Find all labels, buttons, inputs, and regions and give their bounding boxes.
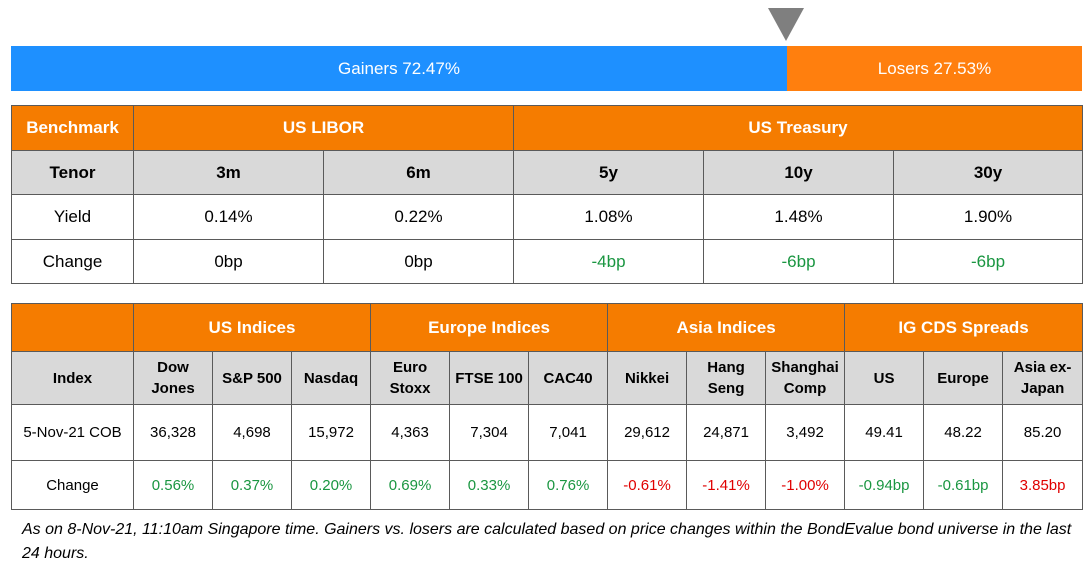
footnote: As on 8-Nov-21, 11:10am Singapore time. … <box>22 521 1072 562</box>
index-column-header: Euro Stoxx <box>370 351 451 405</box>
change-cell: -0.94bp <box>844 460 925 510</box>
asia-indices-header: Asia Indices <box>607 303 846 352</box>
change-cell: -0.61bp <box>923 460 1004 510</box>
change-cell: 0.76% <box>528 460 609 510</box>
ig-cds-spreads-header: IG CDS Spreads <box>844 303 1084 352</box>
change-cell: 0.33% <box>449 460 530 510</box>
benchmark-rates-table: Benchmark US LIBOR US Treasury Tenor 3m … <box>11 105 1084 284</box>
change-cell: -0.61% <box>607 460 688 510</box>
index-label: Index <box>11 351 134 405</box>
yield-cell: 1.08% <box>513 194 705 240</box>
value-cell: 29,612 <box>607 404 688 461</box>
index-column-header: Asia ex- Japan <box>1002 351 1084 405</box>
index-column-header: FTSE 100 <box>449 351 530 405</box>
gainers-losers-bar: Gainers 72.47% Losers 27.53% <box>11 46 1082 91</box>
tenor-cell: 5y <box>513 150 705 195</box>
change-cell: 0bp <box>322 239 515 284</box>
benchmark-header: Benchmark <box>11 105 134 151</box>
date-label: 5-Nov-21 COB <box>11 404 134 461</box>
change-cell: 0.69% <box>370 460 451 510</box>
index-column-header: Shanghai Comp <box>765 351 846 405</box>
value-cell: 7,041 <box>528 404 609 461</box>
market-marker-triangle <box>768 8 804 41</box>
tenor-cell: 10y <box>703 150 895 195</box>
yield-cell: 0.14% <box>133 194 324 240</box>
index-column-header: US <box>844 351 925 405</box>
change-cell: -6bp <box>893 239 1084 284</box>
tenor-cell: 30y <box>893 150 1084 195</box>
change-label: Change <box>11 460 134 510</box>
tenor-cell: 3m <box>133 150 324 195</box>
change-cell: -1.00% <box>765 460 846 510</box>
index-column-header: Dow Jones <box>133 351 213 405</box>
yield-cell: 0.22% <box>322 194 515 240</box>
value-cell: 7,304 <box>449 404 530 461</box>
yield-label: Yield <box>11 194 134 240</box>
us-indices-header: US Indices <box>132 303 372 352</box>
us-libor-header: US LIBOR <box>132 105 515 151</box>
change-cell: 0.56% <box>133 460 213 510</box>
index-corner-blank <box>11 303 134 352</box>
value-cell: 48.22 <box>923 404 1004 461</box>
change-cell: -6bp <box>703 239 895 284</box>
index-column-header: S&P 500 <box>212 351 292 405</box>
index-column-header: Europe <box>923 351 1004 405</box>
value-cell: 3,492 <box>765 404 846 461</box>
index-column-header: Nasdaq <box>290 351 372 405</box>
yield-cell: 1.48% <box>703 194 895 240</box>
europe-indices-header: Europe Indices <box>370 303 609 352</box>
change-cell: 0bp <box>133 239 324 284</box>
value-cell: 85.20 <box>1002 404 1084 461</box>
value-cell: 4,698 <box>212 404 292 461</box>
change-cell: -4bp <box>513 239 705 284</box>
change-cell: 0.20% <box>290 460 372 510</box>
tenor-cell: 6m <box>322 150 515 195</box>
change-label: Change <box>11 239 134 284</box>
change-cell: 0.37% <box>212 460 292 510</box>
value-cell: 4,363 <box>370 404 451 461</box>
us-treasury-header: US Treasury <box>513 105 1084 151</box>
gainers-segment: Gainers 72.47% <box>11 46 787 91</box>
index-column-header: Hang Seng <box>686 351 767 405</box>
losers-segment: Losers 27.53% <box>787 46 1082 91</box>
tenor-label: Tenor <box>11 150 134 195</box>
change-cell: -1.41% <box>686 460 767 510</box>
value-cell: 24,871 <box>686 404 767 461</box>
yield-cell: 1.90% <box>893 194 1084 240</box>
value-cell: 15,972 <box>290 404 372 461</box>
index-column-header: CAC40 <box>528 351 609 405</box>
change-cell: 3.85bp <box>1002 460 1084 510</box>
value-cell: 49.41 <box>844 404 925 461</box>
index-column-header: Nikkei <box>607 351 688 405</box>
value-cell: 36,328 <box>133 404 213 461</box>
indices-table: US Indices Europe Indices Asia Indices I… <box>11 303 1084 510</box>
